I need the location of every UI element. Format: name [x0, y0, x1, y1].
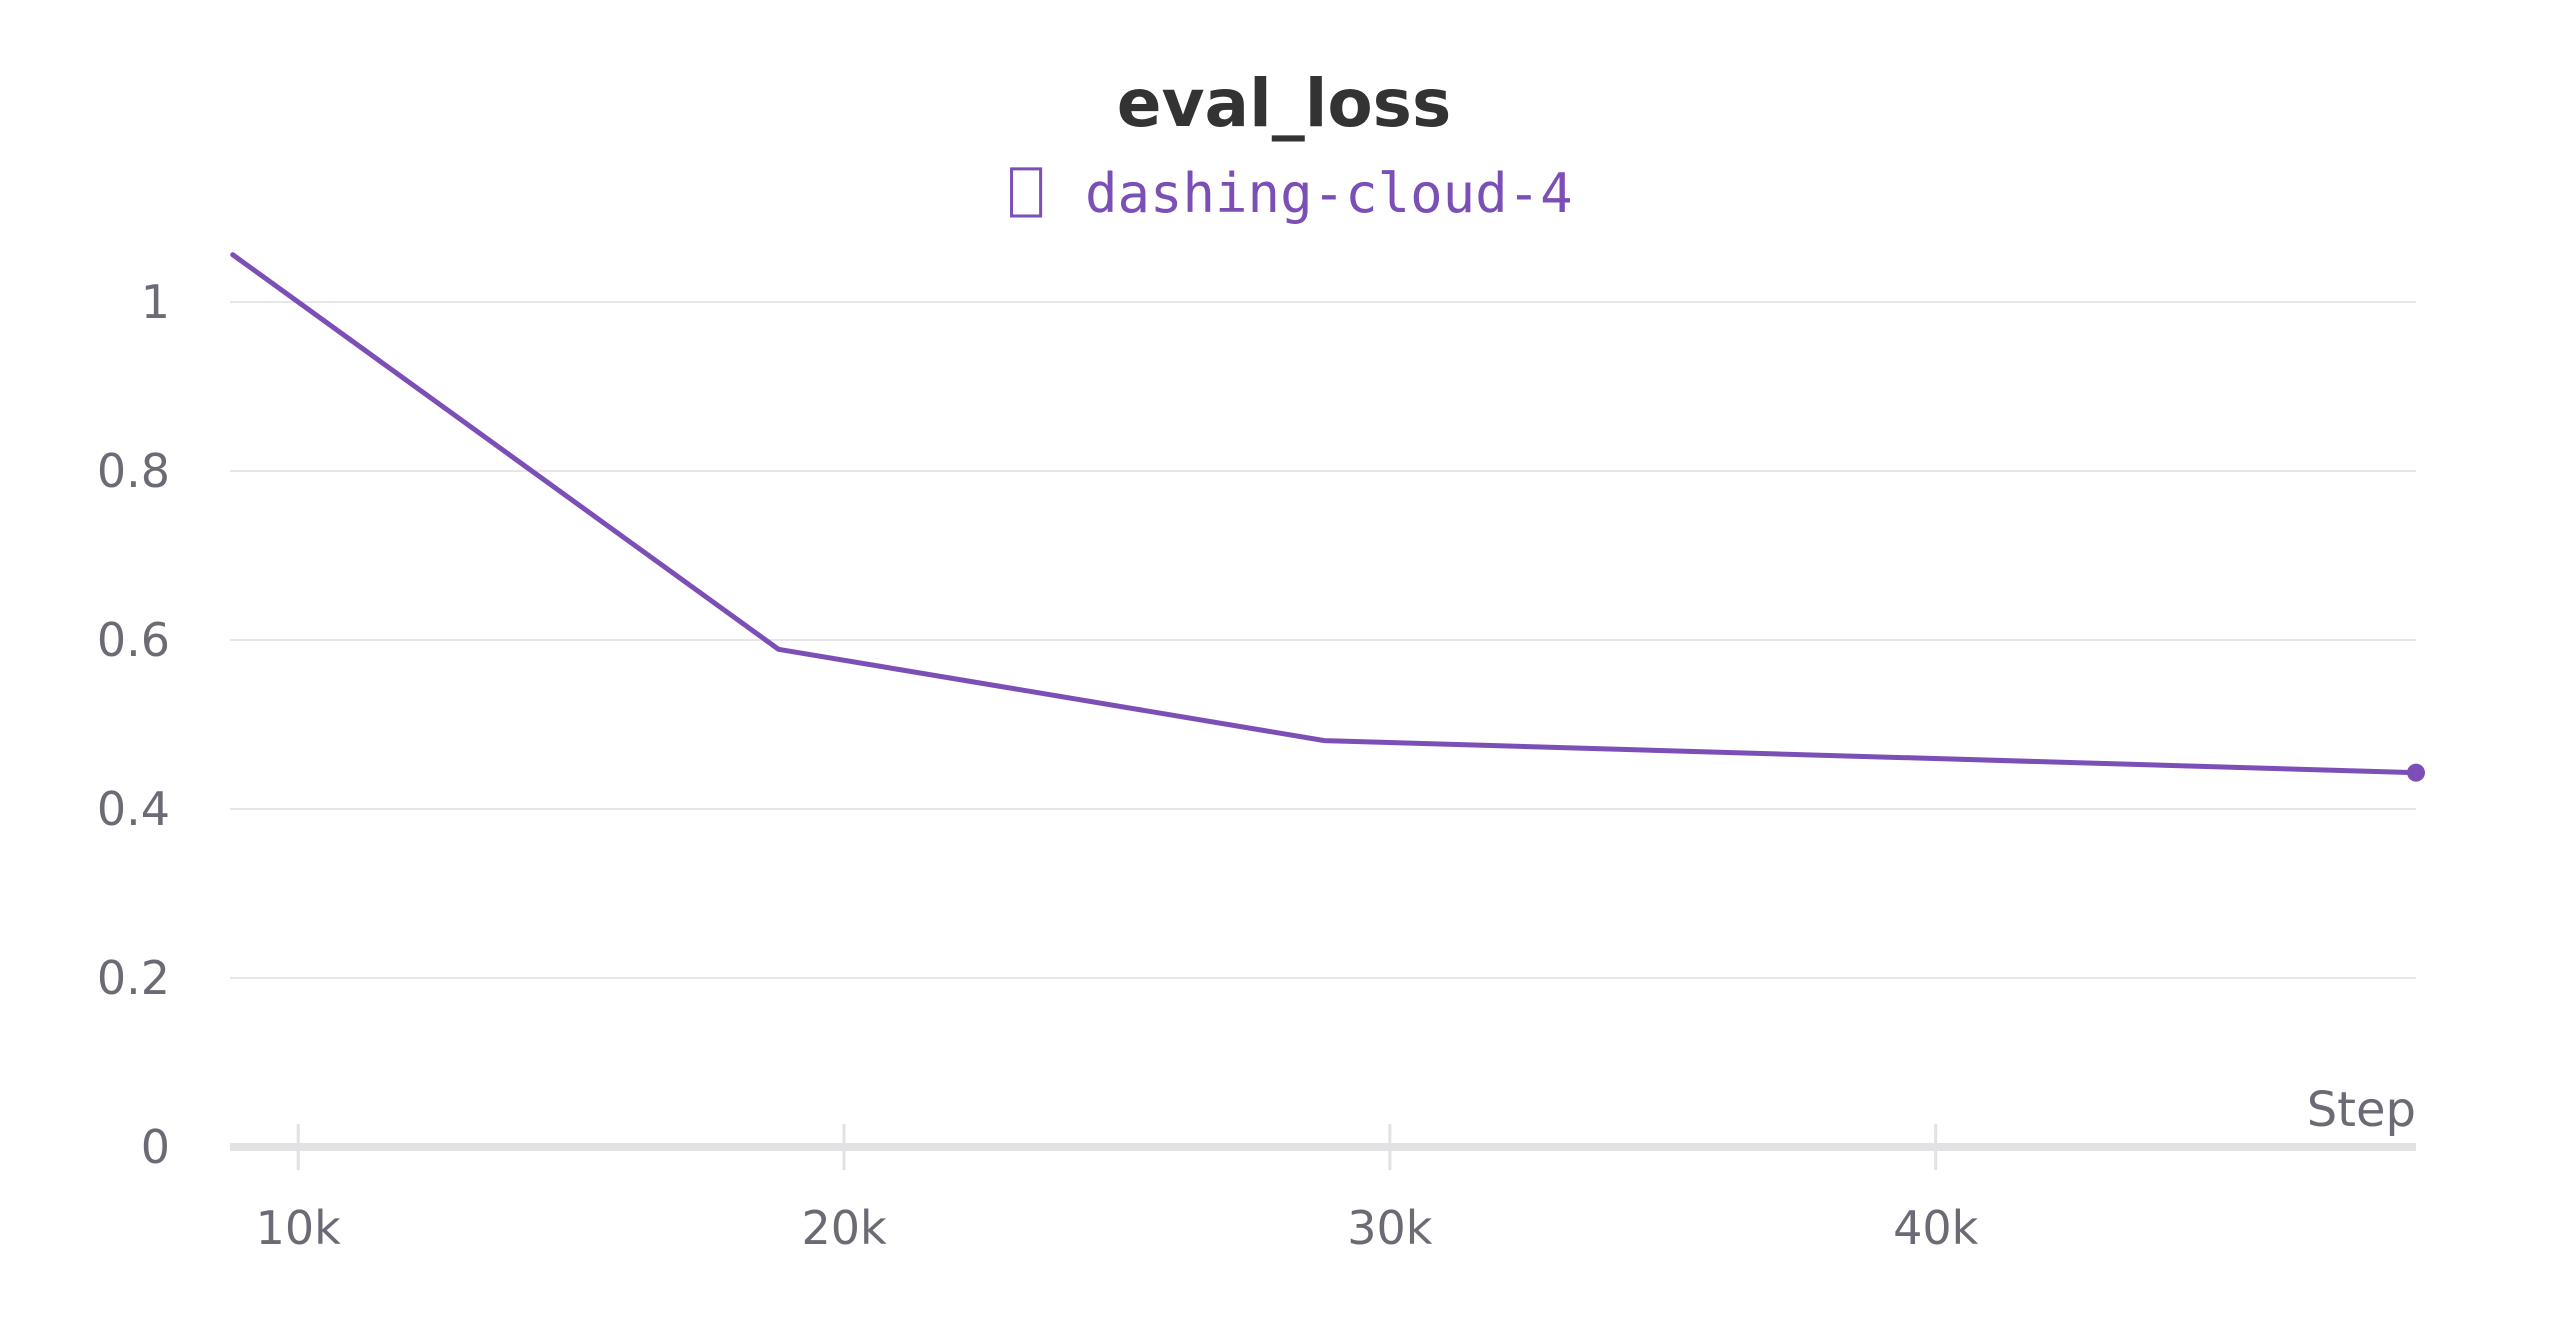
- legend[interactable]: ⎕ dashing-cloud-4: [1010, 162, 1573, 225]
- legend-item[interactable]: ⎕ dashing-cloud-4: [1010, 162, 1573, 225]
- chart-title: eval_loss: [1117, 65, 1451, 142]
- x-tick-label: 30k: [1347, 1201, 1433, 1255]
- series-line-dashing-cloud-4[interactable]: [230, 252, 2419, 776]
- y-axis-ticks: 0 0.2 0.4 0.6 0.8 1: [97, 275, 170, 1174]
- x-tick-label: 20k: [801, 1201, 887, 1255]
- grid-lines: [230, 301, 2416, 979]
- x-tick-label: 10k: [256, 1201, 342, 1255]
- legend-marker-icon: ⎕: [1010, 162, 1043, 225]
- series-layer[interactable]: [230, 252, 2425, 782]
- y-tick-label: 0.2: [97, 951, 170, 1005]
- x-axis-title: Step: [2307, 1082, 2416, 1138]
- y-tick-label: 0: [141, 1120, 170, 1174]
- y-tick-label: 1: [141, 275, 170, 329]
- last-point-marker: [2407, 763, 2425, 782]
- y-tick-label: 0.6: [97, 613, 170, 667]
- y-tick-label: 0.4: [97, 782, 170, 836]
- x-axis: 10k 20k 30k 40k: [230, 1124, 2416, 1255]
- y-tick-label: 0.8: [97, 444, 170, 498]
- legend-label: dashing-cloud-4: [1085, 162, 1573, 225]
- x-tick-label: 40k: [1893, 1201, 1979, 1255]
